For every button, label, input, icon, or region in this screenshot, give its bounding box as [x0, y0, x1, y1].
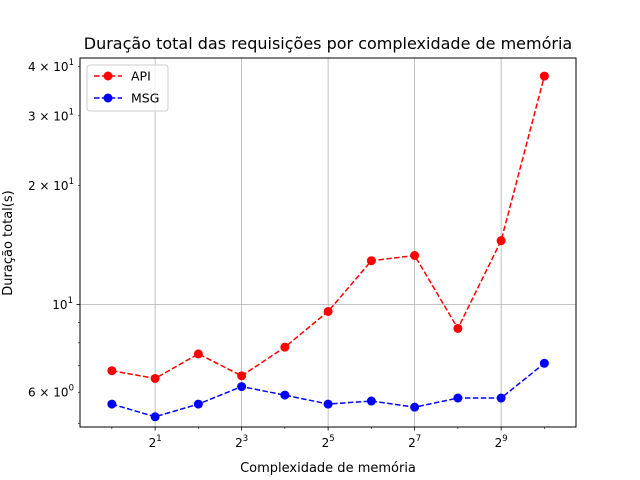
data-point-msg	[237, 382, 247, 392]
chart-title: Duração total das requisições por comple…	[84, 34, 572, 53]
y-minor-tick-label: 4 × 101	[28, 58, 74, 74]
data-point-api	[237, 371, 247, 381]
legend-api-label: API	[131, 69, 151, 84]
y-minor-tick-label: 6 × 100	[28, 384, 74, 400]
data-point-api	[539, 71, 549, 81]
x-axis-label: Complexidade de memória	[240, 461, 416, 476]
data-point-api	[496, 236, 506, 246]
data-point-msg	[496, 393, 506, 403]
data-point-msg	[366, 396, 376, 406]
y-minor-tick-label: 3 × 101	[28, 107, 74, 123]
data-point-api	[280, 342, 290, 352]
axis-ticks: 21 23 25 27 29 101 6 × 100 2 × 101 3 × 101 4 × 10…	[28, 58, 545, 450]
data-point-msg	[539, 358, 549, 368]
data-point-api	[150, 373, 160, 383]
x-tick-label: 27	[408, 434, 421, 450]
data-point-msg	[410, 402, 420, 412]
legend-msg-marker	[103, 93, 113, 103]
legend-msg-label: MSG	[131, 91, 159, 106]
data-point-msg	[107, 399, 117, 409]
data-point-api	[107, 366, 117, 376]
y-axis-label: Duração total(s)	[1, 190, 16, 295]
x-tick-label: 25	[322, 434, 335, 450]
data-point-api	[410, 250, 420, 260]
legend-api-marker	[103, 71, 113, 81]
data-point-msg	[323, 399, 333, 409]
data-point-api	[323, 306, 333, 316]
x-tick-label: 21	[149, 434, 162, 450]
data-point-msg	[280, 390, 290, 400]
data-point-msg	[453, 393, 463, 403]
legend: API MSG	[86, 64, 169, 112]
data-point-msg	[193, 399, 203, 409]
y-minor-tick-label: 2 × 101	[28, 177, 74, 193]
data-point-api	[453, 323, 463, 333]
y-tick-label: 101	[52, 296, 73, 312]
series-layer	[107, 71, 549, 422]
x-tick-label: 29	[495, 434, 508, 450]
data-point-api	[366, 256, 376, 266]
data-point-msg	[150, 412, 160, 422]
data-point-api	[193, 349, 203, 359]
x-tick-label: 23	[235, 434, 248, 450]
